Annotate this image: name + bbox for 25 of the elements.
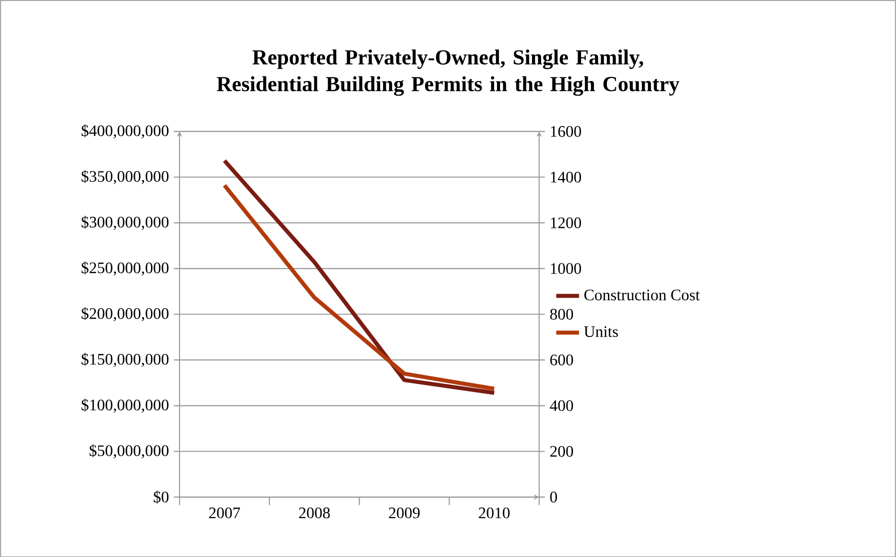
- y2-tick-label: 0: [550, 491, 557, 502]
- y2-tick-label: 1000: [550, 262, 582, 274]
- y2-tick-label: 800: [550, 308, 574, 320]
- y2-tick-label: 400: [550, 400, 574, 411]
- legend-label: Construction Cost: [584, 289, 700, 300]
- x-tick-label: 2008: [299, 507, 330, 518]
- y2-tick-label: 600: [550, 354, 574, 366]
- legend-label: Units: [584, 326, 618, 337]
- y-tick-label: $400,000,000: [82, 124, 168, 138]
- x-tick-label: 2009: [388, 507, 420, 518]
- y2-tick-label: 1600: [550, 126, 582, 137]
- chart-title: Reported Privately-Owned, Single Family, Residential Building Permits in the High Country: [216, 49, 680, 96]
- x-tick-label: 2007: [209, 507, 240, 518]
- y-tick-label: $350,000,000: [82, 170, 168, 184]
- y-tick-label: $300,000,000: [82, 216, 168, 230]
- y-tick-label: $50,000,000: [90, 444, 168, 458]
- y2-tick-label: 1200: [550, 217, 582, 228]
- y2-tick-label: 1400: [550, 172, 582, 182]
- x-tick-label: 2010: [478, 507, 510, 518]
- y-tick-label: $100,000,000: [82, 398, 168, 413]
- y-tick-label: $0: [154, 490, 168, 504]
- y-tick-label: $250,000,000: [82, 261, 168, 276]
- y-tick-label: $150,000,000: [82, 352, 168, 367]
- y2-tick-label: 200: [550, 446, 574, 457]
- y-tick-label: $200,000,000: [82, 307, 168, 322]
